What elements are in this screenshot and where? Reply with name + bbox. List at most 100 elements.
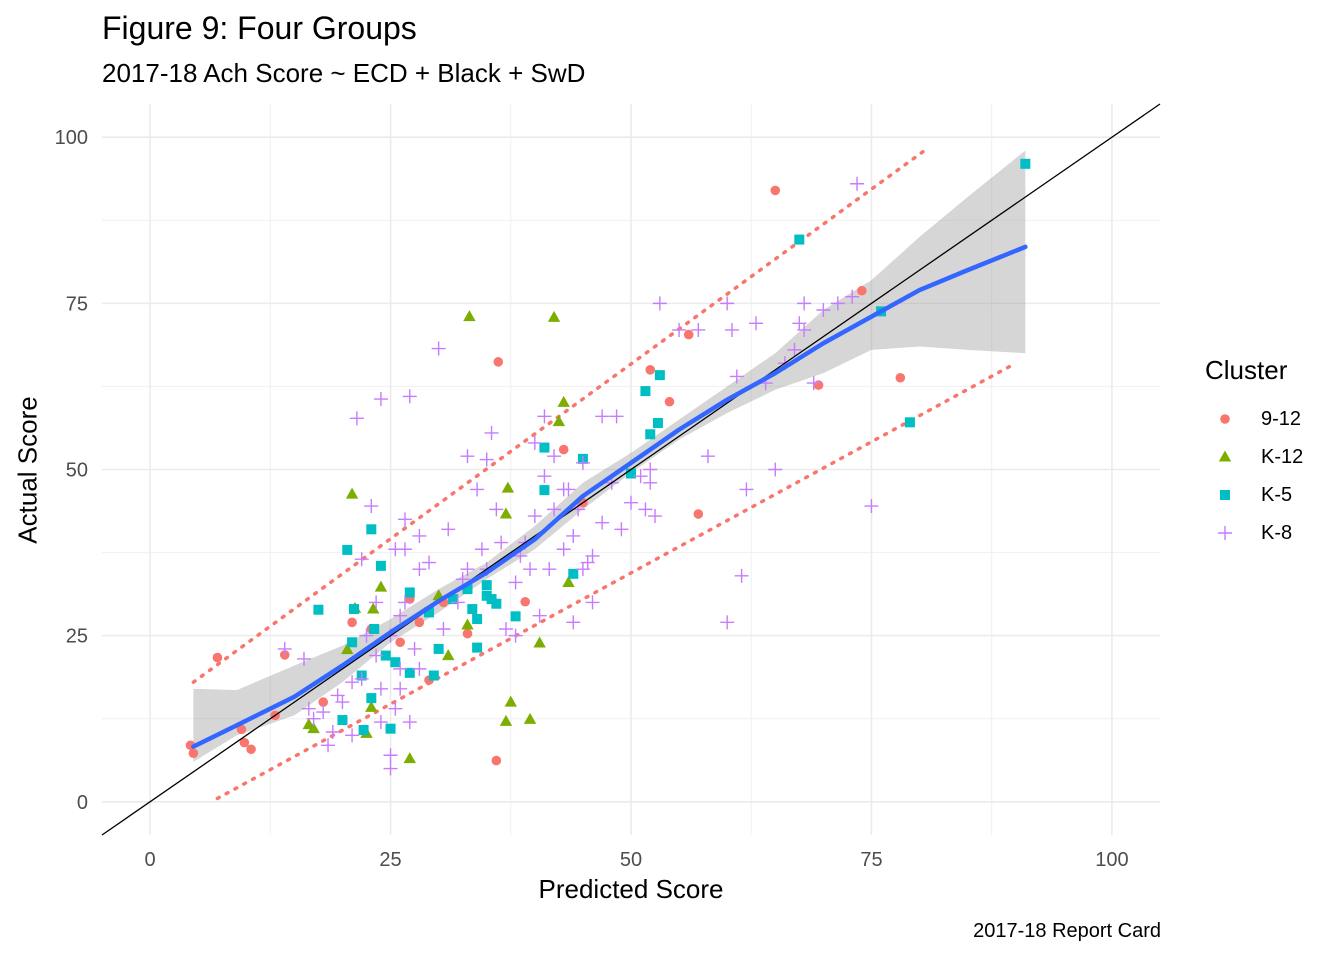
data-point-K-8 <box>373 392 388 407</box>
data-point-9-12 <box>246 744 256 755</box>
data-point-9-12 <box>212 652 223 663</box>
data-point-9-12 <box>414 617 425 628</box>
y-tick-label: 75 <box>66 293 88 315</box>
data-point-9-12 <box>645 365 656 375</box>
data-point-K-5 <box>348 604 359 615</box>
legend-key-circle <box>1220 414 1230 424</box>
data-point-9-12 <box>236 724 247 735</box>
data-point-K-12 <box>499 714 513 726</box>
chart-caption: 2017-18 Report Card <box>973 920 1161 942</box>
data-point-K-8 <box>436 621 451 636</box>
data-point-K-8 <box>542 562 557 577</box>
data-point-K-8 <box>739 482 754 497</box>
data-point-K-8 <box>830 296 845 311</box>
data-point-9-12 <box>188 748 199 759</box>
data-point-K-5 <box>491 598 502 609</box>
legend-label: K-8 <box>1261 521 1293 544</box>
data-point-K-12 <box>341 643 354 655</box>
data-point-K-8 <box>648 509 663 524</box>
data-point-K-5 <box>385 723 396 734</box>
data-point-K-8 <box>816 303 831 318</box>
data-point-K-5 <box>626 468 636 479</box>
data-point-K-5 <box>448 594 459 605</box>
data-point-K-8 <box>527 435 542 450</box>
data-point-K-8 <box>412 562 427 577</box>
major-gridlines <box>102 104 1160 835</box>
legend-symbol-K-12 <box>1218 450 1232 462</box>
prediction-band-lower <box>215 361 1018 801</box>
data-point-K-8 <box>393 608 408 623</box>
data-point-K-8 <box>306 711 321 726</box>
data-point-K-12 <box>504 695 517 707</box>
data-point-K-5 <box>369 623 380 634</box>
confidence-ribbon <box>193 150 1026 762</box>
data-point-K-8 <box>383 748 398 763</box>
data-point-K-5 <box>375 560 386 571</box>
data-point-K-12 <box>374 580 388 592</box>
data-point-K-12 <box>345 487 359 499</box>
data-point-K-5 <box>358 725 369 736</box>
identity-line <box>101 103 1161 836</box>
data-point-K-8 <box>460 562 475 577</box>
data-point-K-5 <box>904 417 915 428</box>
data-point-K-5 <box>380 650 391 661</box>
data-point-K-8 <box>845 289 860 304</box>
data-point-K-5 <box>568 568 579 579</box>
data-point-K-8 <box>749 316 764 331</box>
data-point-K-8 <box>373 715 388 730</box>
x-tick-label: 50 <box>620 849 642 871</box>
data-point-K-8 <box>373 681 388 696</box>
data-point-K-8 <box>383 761 398 776</box>
data-point-K-8 <box>585 595 600 610</box>
data-point-K-5 <box>640 386 651 397</box>
data-point-K-8 <box>527 509 542 524</box>
data-point-K-8 <box>470 482 485 497</box>
data-point-K-8 <box>561 482 576 497</box>
data-point-K-8 <box>566 615 581 630</box>
legend-item-k-12: K-12 <box>1205 438 1303 476</box>
data-point-K-8 <box>321 738 336 753</box>
data-point-K-8 <box>643 462 658 477</box>
data-point-K-8 <box>489 502 504 517</box>
data-point-K-8 <box>345 675 360 690</box>
legend-label: K-12 <box>1261 445 1304 468</box>
data-point-K-8 <box>397 542 412 557</box>
data-point-K-8 <box>850 176 865 191</box>
data-point-9-12 <box>558 444 569 455</box>
data-point-K-5 <box>337 715 348 726</box>
data-point-K-8 <box>412 661 427 676</box>
y-tick-label: 0 <box>77 792 88 814</box>
data-point-K-5 <box>342 544 353 555</box>
data-point-K-8 <box>787 342 802 357</box>
prediction-bands <box>191 145 1018 801</box>
data-point-K-8 <box>277 641 292 656</box>
data-point-K-8 <box>325 724 340 739</box>
legend-item-k-8: K-8 <box>1205 514 1303 552</box>
data-point-9-12 <box>813 380 824 390</box>
data-point-K-8 <box>547 449 562 464</box>
data-point-K-8 <box>316 705 331 720</box>
legend-label: K-5 <box>1261 483 1293 506</box>
x-tick-label: 0 <box>145 849 156 871</box>
data-point-K-8 <box>494 535 509 550</box>
smooth-line <box>191 244 1028 749</box>
data-point-K-5 <box>366 693 377 704</box>
data-point-K-5 <box>1020 158 1031 169</box>
data-point-K-8 <box>354 671 369 686</box>
data-point-K-8 <box>537 469 552 484</box>
data-point-K-8 <box>508 628 523 643</box>
prediction-band-upper <box>191 145 931 684</box>
y-tick-label: 50 <box>66 460 88 482</box>
data-point-K-5 <box>652 417 663 428</box>
data-point-K-5 <box>428 670 439 681</box>
data-point-K-8 <box>335 695 350 710</box>
data-point-9-12 <box>895 372 906 383</box>
data-point-K-8 <box>556 542 571 557</box>
data-point-9-12 <box>664 396 675 407</box>
legend-label: 9-12 <box>1261 407 1302 430</box>
data-point-K-8 <box>508 575 523 590</box>
data-point-K-8 <box>397 512 412 527</box>
data-point-K-8 <box>441 522 456 537</box>
y-tick-label: 100 <box>55 127 88 149</box>
data-point-K-8 <box>734 568 749 583</box>
